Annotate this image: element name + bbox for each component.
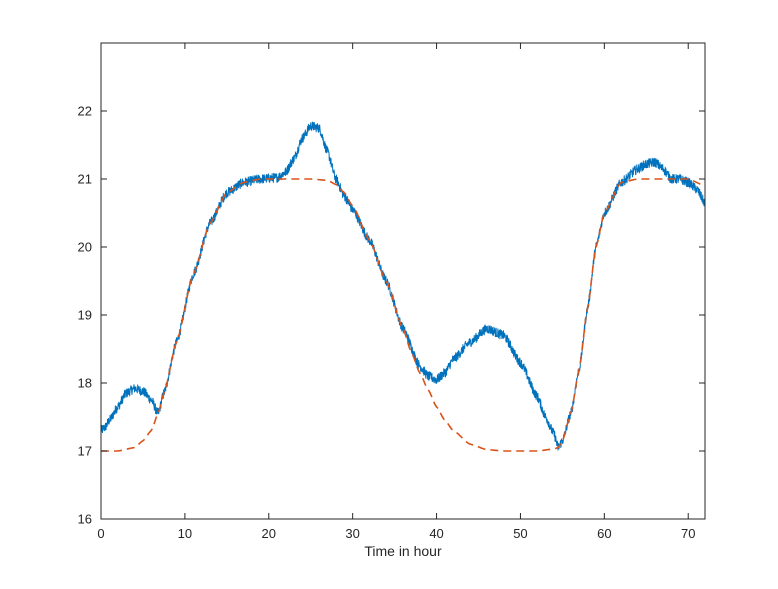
x-tick-label: 0 [97,526,104,541]
setpoint-series-line [101,178,705,452]
y-axis: 16 17 18 19 20 21 22 [78,104,705,527]
y-tick-label: 19 [78,308,92,323]
y-tick-label: 21 [78,172,92,187]
y-tick-label: 16 [78,512,92,527]
x-axis-label: Time in hour [364,543,442,559]
y-tick-label: 22 [78,104,92,119]
plot-area [101,43,705,519]
plot-frame [100,42,706,520]
series-layer [101,121,705,452]
x-tick-label: 30 [345,526,359,541]
y-tick-label: 20 [78,240,92,255]
x-tick-label: 50 [513,526,527,541]
x-tick-label: 60 [597,526,611,541]
x-tick-label: 10 [178,526,192,541]
x-tick-label: 70 [681,526,695,541]
x-tick-label: 40 [429,526,443,541]
y-tick-label: 17 [78,444,92,459]
x-tick-label: 20 [262,526,276,541]
x-axis: 0 10 20 30 40 50 60 70 [97,43,695,541]
y-tick-label: 18 [78,376,92,391]
